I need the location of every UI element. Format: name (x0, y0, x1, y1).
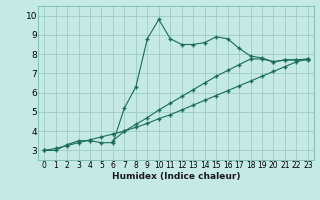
X-axis label: Humidex (Indice chaleur): Humidex (Indice chaleur) (112, 172, 240, 181)
